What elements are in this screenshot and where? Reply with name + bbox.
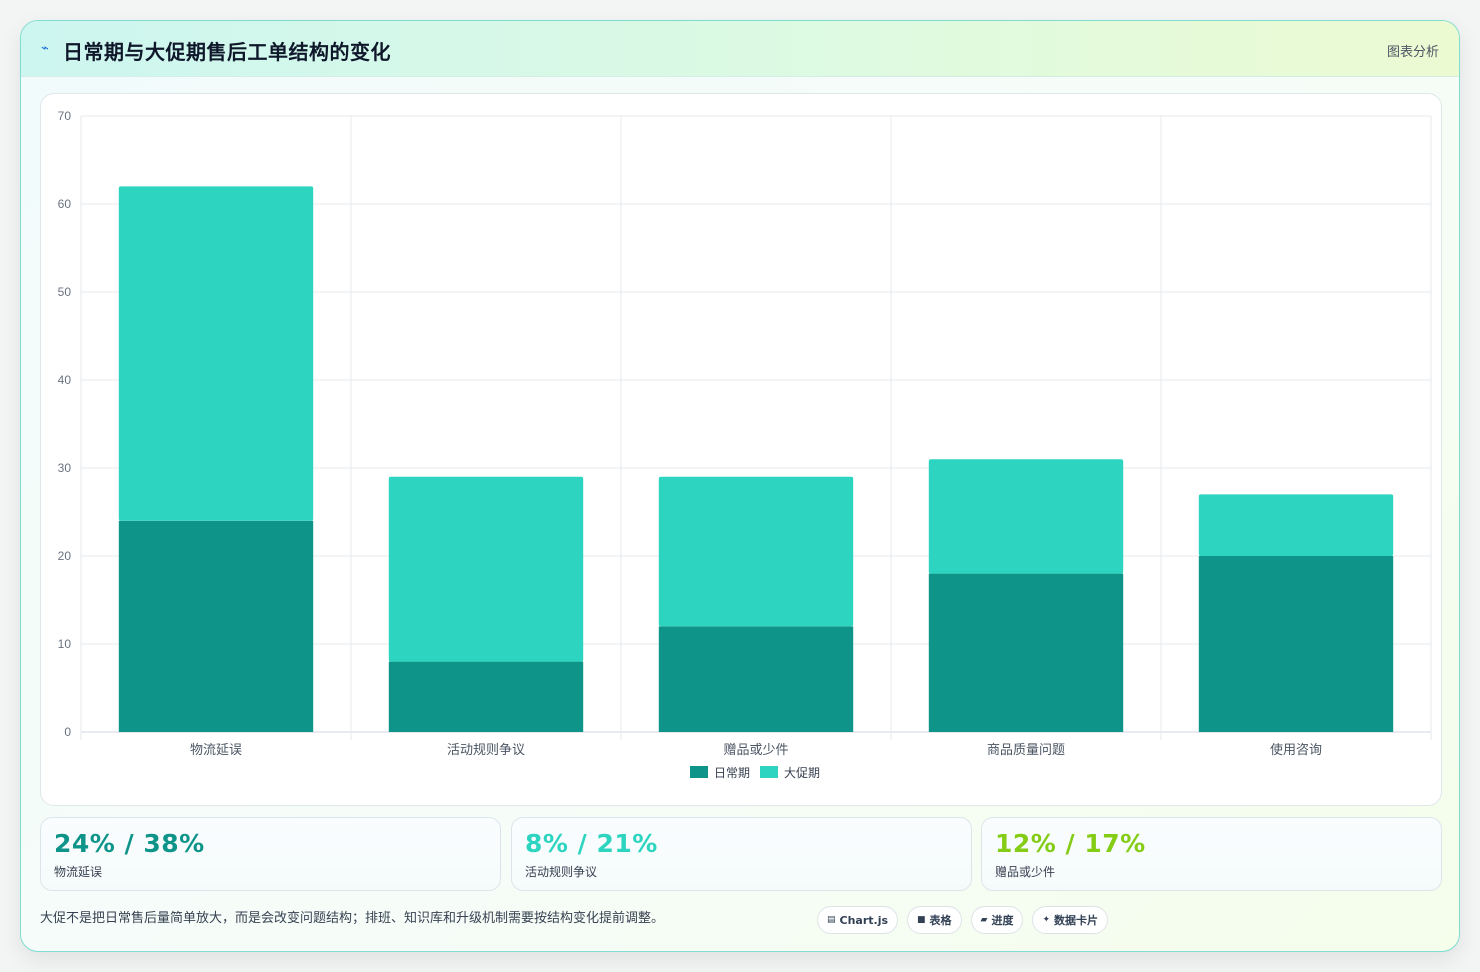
- stat-card-gift-missing: 12% / 17% 赠品或少件: [981, 817, 1442, 891]
- x-tick-label: 商品质量问题: [987, 742, 1065, 757]
- chart-card: ⌁ 日常期与大促期售后工单结构的变化 图表分析 0 10 20 30 40 50 60 70 物…: [20, 20, 1460, 952]
- y-tick-label: 0: [64, 725, 71, 739]
- bar-daily: [118, 520, 314, 732]
- stat-card-promo-rules: 8% / 21% 活动规则争议: [511, 817, 972, 891]
- bar-daily: [928, 573, 1124, 732]
- footnote: 大促不是把日常售后量简单放大，而是会改变问题结构；排班、知识库和升级机制需要按结…: [40, 911, 665, 926]
- chip-label: Chart.js: [839, 913, 889, 927]
- y-tick-label: 50: [58, 285, 72, 299]
- bar-promo: [118, 186, 314, 521]
- stat-label: 物流延误: [54, 865, 103, 879]
- stat-label: 赠品或少件: [995, 865, 1056, 879]
- pulse-icon: ⌁: [41, 41, 49, 56]
- bar-daily: [658, 626, 854, 732]
- y-tick-label: 20: [58, 549, 72, 563]
- chart-panel: 0 10 20 30 40 50 60 70 物流延误 活动规则争议 赠品或少件 商品质量问题 使用咨询…: [40, 93, 1442, 806]
- legend-swatch: [690, 766, 708, 778]
- chip-table[interactable]: ■ 表格: [907, 906, 962, 934]
- x-tick-label: 活动规则争议: [447, 742, 525, 757]
- stacked-bar-chart: 0 10 20 30 40 50 60 70 物流延误 活动规则争议 赠品或少件 商品质量问题 使用咨询…: [58, 109, 1432, 780]
- bar-promo: [1198, 494, 1394, 556]
- x-tick-label: 赠品或少件: [723, 742, 788, 757]
- chart-title: 日常期与大促期售后工单结构的变化: [63, 40, 391, 64]
- x-tick-label: 使用咨询: [1270, 742, 1322, 757]
- chip-progress[interactable]: ▰ 进度: [970, 906, 1024, 934]
- x-tick-label: 物流延误: [190, 742, 242, 757]
- chip-chartjs[interactable]: ▤ Chart.js: [817, 906, 899, 934]
- y-tick-label: 60: [58, 197, 72, 211]
- stat-value: 8% / 21%: [525, 829, 658, 858]
- chart-analysis-tag: 图表分析: [1386, 45, 1439, 60]
- chip-label: 表格: [929, 914, 952, 927]
- y-tick-label: 40: [58, 373, 72, 387]
- sparkle-icon: ✦: [1042, 915, 1051, 925]
- bar-promo: [658, 476, 854, 627]
- feature-chips: ▤ Chart.js ■ 表格 ▰ 进度 ✦ 数据卡片: [817, 906, 1109, 934]
- stat-label: 活动规则争议: [525, 865, 598, 879]
- legend-label: 大促期: [784, 766, 820, 780]
- chip-label: 进度: [991, 914, 1014, 927]
- y-tick-label: 30: [58, 461, 72, 475]
- progress-icon: ▰: [980, 915, 988, 925]
- legend-swatch: [760, 766, 778, 778]
- bar-promo: [928, 459, 1124, 574]
- stat-card-logistics: 24% / 38% 物流延误: [40, 817, 501, 891]
- bar-promo: [388, 476, 584, 662]
- stat-value: 12% / 17%: [995, 829, 1146, 858]
- y-tick-label: 10: [58, 637, 72, 651]
- bar-daily: [1198, 556, 1394, 732]
- bar-daily: [388, 661, 584, 732]
- chart-icon: ▤: [827, 915, 836, 925]
- y-tick-label: 70: [58, 109, 72, 123]
- legend-label: 日常期: [714, 766, 750, 780]
- chip-label: 数据卡片: [1054, 914, 1099, 927]
- stat-value: 24% / 38%: [54, 829, 205, 858]
- chip-data-cards[interactable]: ✦ 数据卡片: [1032, 906, 1109, 934]
- table-icon: ■: [917, 915, 926, 925]
- card-header: ⌁ 日常期与大促期售后工单结构的变化 图表分析: [21, 21, 1459, 77]
